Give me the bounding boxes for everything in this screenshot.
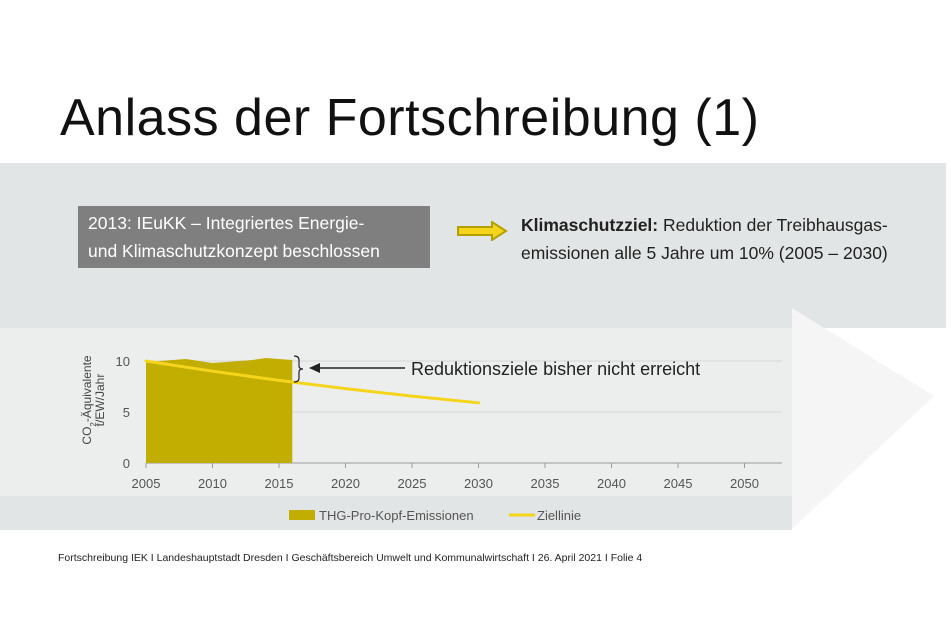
x-tick-label-2010: 2010	[198, 476, 227, 491]
x-tick-label-2015: 2015	[265, 476, 294, 491]
right-arrow-icon	[457, 221, 508, 241]
y-tick-label-10: 10	[116, 354, 130, 369]
x-tick-label-2040: 2040	[597, 476, 626, 491]
legend: THG-Pro-Kopf-Emissionen Ziellinie	[289, 508, 581, 523]
x-tick-label-2005: 2005	[132, 476, 161, 491]
footer: Fortschreibung IEK I Landeshauptstadt Dr…	[58, 552, 643, 564]
y-tick-label-5: 5	[123, 405, 130, 420]
x-tick-label-2045: 2045	[664, 476, 693, 491]
goal-label: Klimaschutzziel:	[521, 215, 659, 235]
goal-text: Klimaschutzziel: Reduktion der Treibhaus…	[521, 211, 936, 267]
emissions-chart: 0 5 10 2005 2010 2015 2020 2025 2030 2035 2040 2045…	[0, 308, 934, 530]
emissions-area	[146, 357, 293, 463]
annotation-bracket	[293, 355, 304, 383]
annotation-arrow-icon	[309, 363, 405, 373]
line-layer	[144, 359, 480, 405]
y-axis-label-unit: t/EW/Jahr	[93, 374, 107, 427]
x-tick-label-2025: 2025	[398, 476, 427, 491]
legend-line-label: Ziellinie	[537, 508, 581, 523]
x-tick-label-2020: 2020	[331, 476, 360, 491]
goal-line-2: emissionen alle 5 Jahre um 10% (2005 – 2…	[521, 243, 888, 263]
concept-box: 2013: IEuKK – Integriertes Energie- und …	[78, 206, 430, 268]
concept-box-line-1: 2013: IEuKK – Integriertes Energie-	[88, 213, 365, 233]
y-axis-label: CO2-Äquivalente	[80, 355, 98, 444]
x-tick-label-2030: 2030	[464, 476, 493, 491]
target-line	[144, 359, 480, 405]
annotation-text: Reduktionsziele bisher nicht erreicht	[411, 359, 700, 379]
axis-layer: 0 5 10 2005 2010 2015 2020 2025 2030 2035 2040 2045…	[116, 354, 759, 491]
area-layer	[146, 357, 293, 463]
x-tick-label-2050: 2050	[730, 476, 759, 491]
goal-line-1: Reduktion der Treibhausgas-	[658, 215, 888, 235]
legend-area-label: THG-Pro-Kopf-Emissionen	[319, 508, 474, 523]
x-tick-label-2035: 2035	[531, 476, 560, 491]
page-title: Anlass der Fortschreibung (1)	[60, 89, 760, 147]
legend-area-swatch	[289, 510, 315, 520]
concept-box-line-2: und Klimaschutzkonzept beschlossen	[88, 241, 380, 261]
y-tick-label-0: 0	[123, 456, 130, 471]
